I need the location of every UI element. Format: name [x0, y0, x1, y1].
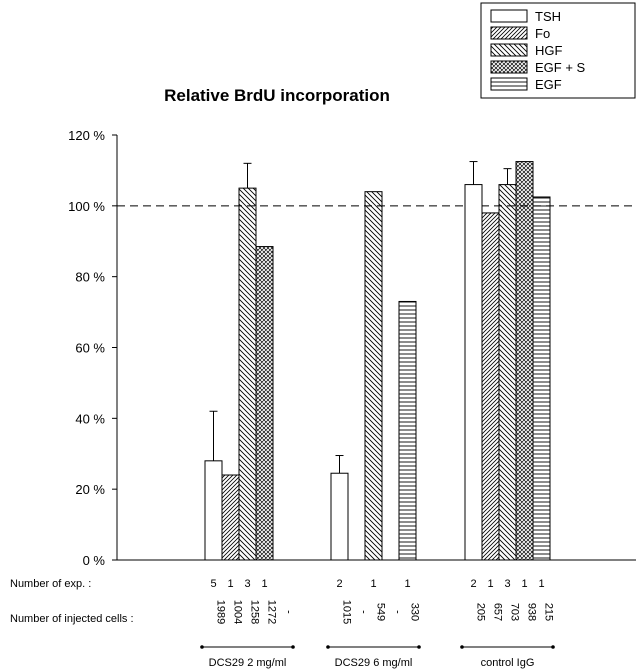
n-cells-value: 205	[475, 603, 487, 621]
n-exp-value: 2	[470, 578, 476, 590]
group-label: DCS29 2 mg/ml	[209, 657, 287, 669]
legend-label: HGF	[535, 43, 563, 58]
bar	[532, 196, 551, 561]
group-bracket-dot	[460, 645, 464, 649]
n-exp-value: 1	[487, 578, 493, 590]
legend-swatch	[490, 60, 528, 74]
legend-label: TSH	[535, 9, 561, 24]
bar	[515, 161, 534, 561]
n-exp-value: 1	[261, 578, 267, 590]
n-cells-value: 1258	[249, 600, 261, 624]
bar	[481, 212, 500, 561]
group-label: DCS29 6 mg/ml	[335, 657, 413, 669]
n-exp-value: 1	[521, 578, 527, 590]
n-cells-value: 1989	[215, 600, 227, 624]
bar	[364, 191, 383, 561]
y-tick-label: 60 %	[75, 341, 105, 356]
n-exp-value: 1	[227, 578, 233, 590]
group-bracket-dot	[326, 645, 330, 649]
n-cells-value: 1004	[232, 600, 244, 624]
n-cells-value: 938	[526, 603, 538, 621]
y-tick-label: 0 %	[83, 553, 106, 568]
legend-swatch	[490, 43, 528, 57]
group-bracket-dot	[291, 645, 295, 649]
n-cells-value: 1015	[341, 600, 353, 624]
n-cells-value: 549	[375, 603, 387, 621]
chart-title: Relative BrdU incorporation	[164, 86, 390, 105]
bar	[238, 187, 257, 561]
y-tick-label: 40 %	[75, 411, 105, 426]
n-cells-value: 330	[409, 603, 421, 621]
legend-swatch	[490, 26, 528, 40]
n-exp-row-label: Number of exp. :	[10, 578, 91, 590]
n-exp-value: 3	[504, 578, 510, 590]
n-cells-value: 1272	[266, 600, 278, 624]
legend-label: EGF + S	[535, 60, 586, 75]
y-axis: 0 % 20 % 40 % 60 % 80 % 100 % 120 %	[68, 128, 636, 568]
legend-swatch	[490, 9, 528, 23]
n-cells-value: -	[283, 610, 295, 614]
y-tick-label: 80 %	[75, 270, 105, 285]
n-cells-row-label: Number of injected cells :	[10, 613, 134, 625]
legend: TSH Fo HGF EGF + S EGF	[480, 2, 636, 99]
group-bracket-dot	[200, 645, 204, 649]
n-exp-value: 1	[370, 578, 376, 590]
n-cells-value: 215	[543, 603, 555, 621]
legend-label: Fo	[535, 26, 550, 41]
n-exp-value: 1	[404, 578, 410, 590]
bar	[204, 460, 223, 561]
bars	[204, 161, 551, 561]
bar	[221, 474, 240, 561]
group-label: control IgG	[481, 657, 535, 669]
group-labels: DCS29 2 mg/ml DCS29 6 mg/ml control IgG	[200, 645, 555, 669]
bar	[255, 246, 274, 561]
n-cells-value: -	[392, 610, 404, 614]
bar	[398, 300, 417, 561]
legend-label: EGF	[535, 77, 562, 92]
n-cells-value: 657	[492, 603, 504, 621]
n-exp-value: 1	[538, 578, 544, 590]
group-bracket-dot	[417, 645, 421, 649]
n-exp-value: 2	[336, 578, 342, 590]
bar	[498, 184, 517, 561]
n-exp-value: 3	[244, 578, 250, 590]
bar	[330, 472, 349, 561]
n-exp-value: 5	[210, 578, 216, 590]
legend-swatch	[490, 77, 528, 91]
y-tick-label: 100 %	[68, 199, 105, 214]
y-tick-label: 120 %	[68, 128, 105, 143]
bar	[464, 184, 483, 561]
y-tick-label: 20 %	[75, 482, 105, 497]
n-cells-value: -	[358, 610, 370, 614]
n-cells-value: 703	[509, 603, 521, 621]
group-bracket-dot	[551, 645, 555, 649]
